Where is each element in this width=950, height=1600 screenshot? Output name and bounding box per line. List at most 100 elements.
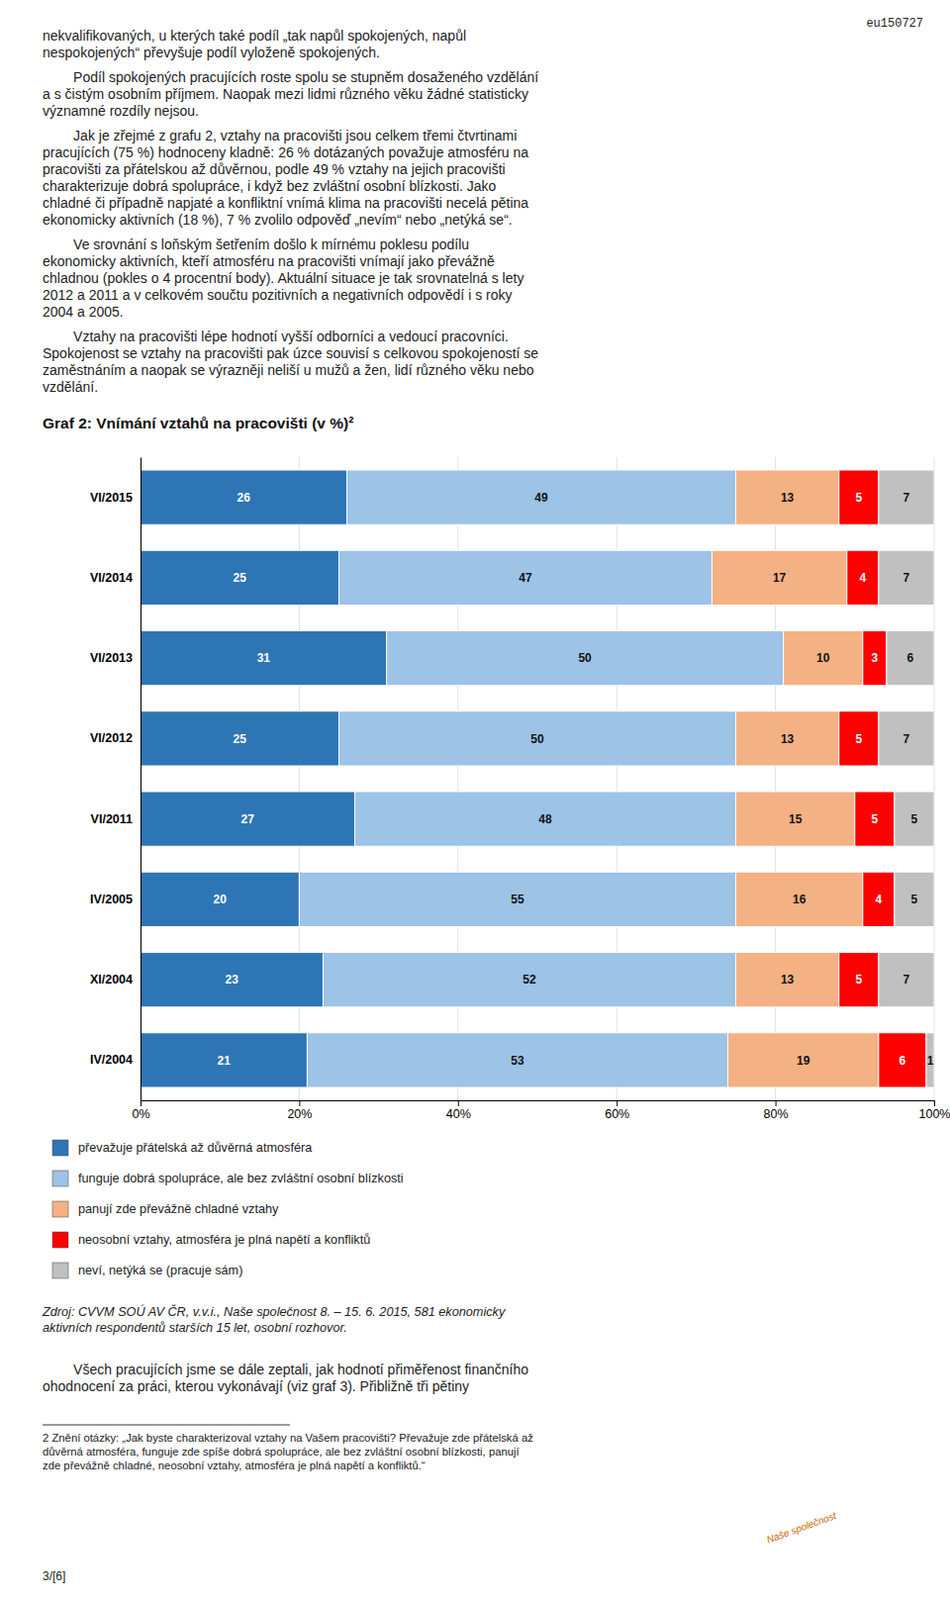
data-label: 5 — [855, 972, 862, 987]
eu-label: eu150727 — [865, 16, 924, 31]
bar-segment — [322, 952, 736, 1008]
bar-segment — [727, 1033, 878, 1088]
x-tick-mark — [298, 1100, 300, 1107]
bar-segment — [878, 550, 935, 605]
data-label: 5 — [855, 490, 862, 505]
source-line: aktivních respondentů starších 15 let, o… — [42, 1321, 348, 1335]
y-tick-label: VI/2011 — [91, 812, 133, 827]
paragraph-line: Podíl spokojených pracujících roste spol… — [42, 69, 539, 86]
bar-segment — [339, 550, 713, 605]
data-label: 6 — [899, 1053, 907, 1068]
paragraph-line: nekvalifikovaných, u kterých také podíl … — [42, 27, 467, 44]
bar-segment — [839, 952, 879, 1008]
data-label: 25 — [233, 732, 248, 747]
logo: Naše společnost — [764, 1509, 839, 1545]
bar-segment — [839, 711, 879, 766]
data-label: 7 — [903, 490, 911, 505]
x-tick: 80% — [763, 1100, 789, 1122]
data-label: 4 — [858, 570, 866, 585]
x-tick-mark — [934, 1100, 936, 1107]
data-label: 49 — [534, 490, 549, 505]
bar-segment — [878, 952, 935, 1008]
bar-segment — [886, 631, 935, 686]
paragraph-line: Ve srovnání s loňským šetřením došlo k m… — [42, 236, 470, 253]
footnote-line: 2 Znění otázky: „Jak byste charakterizov… — [42, 1431, 534, 1444]
chart-title: Graf 2: Vnímání vztahů na pracovišti (v … — [42, 414, 354, 432]
chart: 2625312527202321494750504855525313171013… — [90, 457, 950, 1122]
y-tick: VI/2011 — [91, 812, 141, 827]
bar-segment — [140, 952, 323, 1008]
bar-segment — [355, 791, 737, 847]
x-tick-label: 100% — [919, 1107, 950, 1122]
y-tick-label: XI/2004 — [90, 972, 133, 987]
legend-label: převažuje přátelská až důvěrná atmosféra — [78, 1140, 313, 1155]
bars — [140, 470, 935, 1088]
y-axis: VI/2015VI/2014VI/2013VI/2012VI/2011IV/20… — [90, 458, 142, 1102]
x-tick: 20% — [286, 1100, 312, 1122]
legend-swatch — [52, 1201, 69, 1218]
data-label: 13 — [780, 972, 795, 987]
data-label: 50 — [577, 651, 592, 665]
bar-segment — [878, 470, 935, 525]
data-label: 5 — [871, 812, 879, 827]
data-label: 5 — [911, 812, 919, 827]
bar-segment — [736, 470, 840, 525]
data-label: 27 — [241, 812, 256, 827]
series — [711, 470, 878, 1088]
footer-line: ohodnocení za práci, kterou vykonávají (… — [42, 1378, 470, 1395]
paragraph-line: pracujících (75 %) hodnoceny kladně: 26 … — [42, 144, 529, 161]
footer-line: Všech pracujících jsme se dále zeptali, … — [42, 1361, 529, 1378]
paragraph-line: chladnou (pokles o 4 procentní body). Ak… — [42, 270, 524, 286]
bar-segment — [140, 470, 348, 525]
data-label: 25 — [233, 570, 248, 585]
data-label: 4 — [875, 892, 883, 907]
data-label: 52 — [522, 972, 537, 987]
x-tick-mark — [140, 1100, 142, 1107]
data-label: 31 — [257, 651, 272, 665]
bar-segment — [878, 711, 935, 766]
bar-segment — [736, 791, 855, 847]
paragraph-line: významné rozdíly nejsou. — [42, 102, 199, 119]
data-label: 10 — [816, 651, 831, 665]
bar-segment — [306, 1033, 728, 1088]
y-tick: XI/2004 — [90, 972, 141, 987]
data-label: 47 — [518, 570, 533, 585]
bar-segment — [339, 711, 737, 766]
bar-segment — [347, 470, 737, 525]
data-labels: 2625312527202321494750504855525313171013… — [213, 490, 935, 1068]
bar-segment — [736, 952, 840, 1008]
y-tick: VI/2015 — [90, 490, 141, 505]
x-tick-label: 60% — [604, 1107, 630, 1122]
y-tick-label: IV/2004 — [90, 1052, 133, 1067]
x-tick-mark — [775, 1100, 777, 1107]
data-label: 26 — [237, 490, 252, 505]
data-label: 53 — [510, 1053, 525, 1068]
body-text: nekvalifikovaných, u kterých také podíl … — [42, 27, 539, 395]
y-tick: IV/2004 — [90, 1052, 141, 1067]
bar-segment — [847, 550, 879, 605]
page: eu150727 nekvalifikovaných, u kterých tak… — [0, 0, 950, 1600]
series — [878, 470, 935, 1088]
paragraph-line: zaměstnáním a naopak se výrazněji neliší… — [42, 362, 535, 379]
legend-swatch — [52, 1140, 69, 1156]
y-axis-line — [140, 458, 142, 1102]
legend-label: funguje dobrá spolupráce, ale bez zvlášt… — [78, 1171, 404, 1186]
data-label: 5 — [911, 892, 919, 907]
bar-segment — [783, 631, 863, 686]
footnote-line: důvěrná atmosféra, funguje zde spíše dob… — [42, 1445, 521, 1458]
bar-segment — [878, 1033, 927, 1088]
paragraph-line: nespokojených“ převyšuje podíl vyloženě … — [42, 44, 380, 61]
x-axis-line — [141, 1101, 936, 1108]
legend: převažuje přátelská až důvěrná atmosféra… — [52, 1140, 404, 1279]
data-label: 13 — [780, 732, 795, 747]
footnote-rule — [42, 1425, 290, 1426]
legend-label: panují zde převážně chladné vztahy — [78, 1202, 280, 1217]
data-label: 17 — [772, 570, 787, 585]
paragraph-line: chladné či případně napjaté a konfliktní… — [42, 194, 529, 211]
data-label: 23 — [225, 972, 240, 987]
paragraph-line: ekonomicky aktivních (18 %), 7 % zvolilo… — [42, 211, 513, 228]
paragraph-line: Vztahy na pracovišti lépe hodnotí vyšší … — [42, 328, 509, 345]
paragraph-line: pracovišti za přátelskou až důvěrnou, po… — [42, 161, 506, 178]
bar-segment — [862, 631, 887, 686]
y-tick: VI/2012 — [90, 731, 141, 746]
